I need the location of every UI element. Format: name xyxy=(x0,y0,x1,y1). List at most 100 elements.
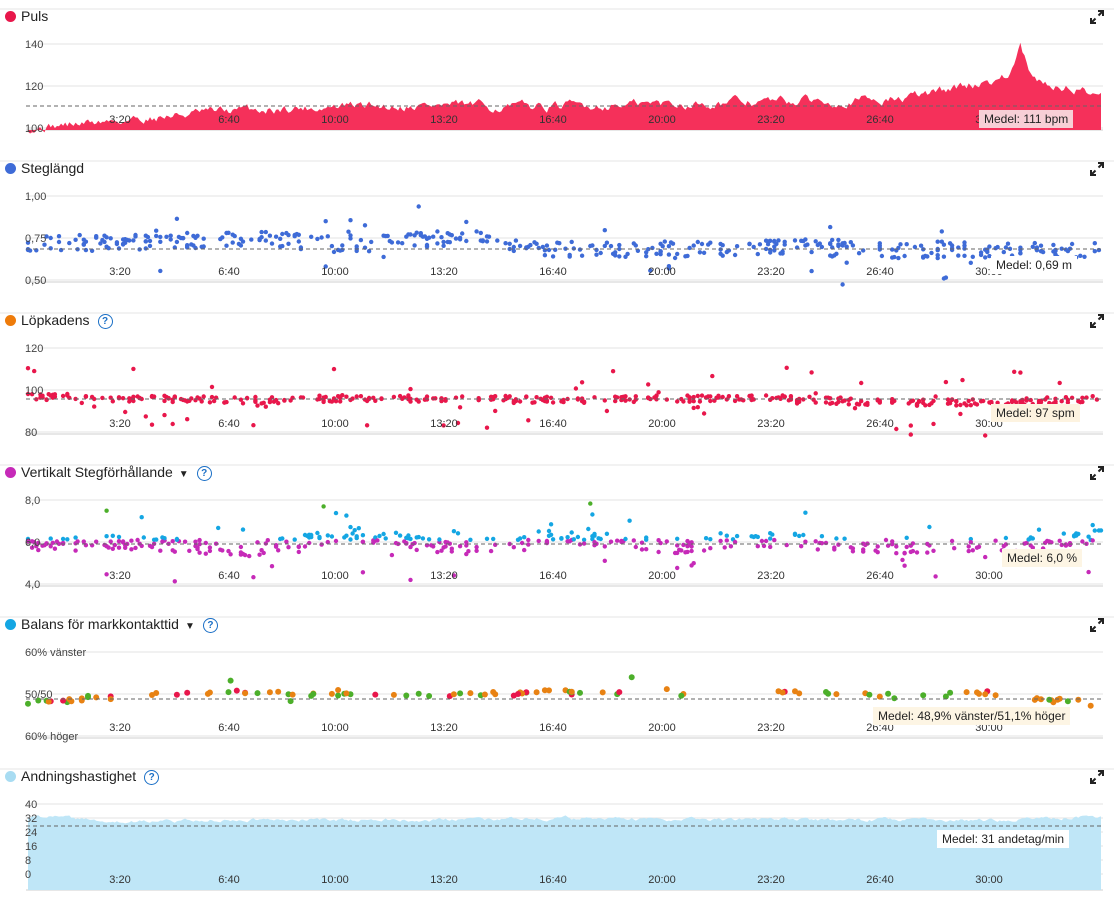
expand-button[interactable] xyxy=(1090,770,1104,784)
data-point xyxy=(1090,394,1095,399)
data-point xyxy=(468,537,473,542)
help-icon[interactable]: ? xyxy=(202,618,218,633)
expand-button[interactable] xyxy=(1090,162,1104,176)
data-point xyxy=(289,691,296,698)
data-point xyxy=(577,689,583,696)
data-point xyxy=(238,544,244,550)
dropdown-caret-icon[interactable]: ▼ xyxy=(184,621,195,632)
data-point xyxy=(325,539,330,545)
data-point xyxy=(280,243,285,249)
data-point xyxy=(844,260,849,265)
chart-title[interactable]: Balans för markkontakttid ▼? xyxy=(21,616,218,633)
data-point xyxy=(1031,696,1038,703)
data-point xyxy=(354,534,359,539)
data-point xyxy=(699,393,705,398)
chart-plot-area[interactable]: 60% vänster 50/50 60% höger 3:20 6:40 10:00 13… xyxy=(0,616,1114,768)
chart-plot-area[interactable]: 1,00 0,75 0,50 3:20 6:40 10:00 13:20 16:40 20:00… xyxy=(0,160,1114,312)
expand-button[interactable] xyxy=(1090,466,1104,480)
chart-panel-andning: Andningshastighet? 40 32 24 16 8 0 3:20 6:40 10:0… xyxy=(0,768,1114,920)
data-point xyxy=(813,539,818,544)
data-point xyxy=(608,243,614,249)
data-point xyxy=(844,244,849,249)
data-point xyxy=(985,247,990,252)
help-icon[interactable]: ? xyxy=(196,466,212,481)
data-point xyxy=(296,549,301,555)
chart-header: Vertikalt Stegförhållande ▼? xyxy=(0,464,1114,484)
data-point xyxy=(933,574,938,579)
data-point xyxy=(803,510,808,515)
data-point xyxy=(633,394,638,399)
help-icon[interactable]: ? xyxy=(97,314,113,329)
chart-title[interactable]: Vertikalt Stegförhållande ▼? xyxy=(21,464,212,481)
data-point xyxy=(974,402,980,407)
data-point xyxy=(863,402,868,407)
data-point xyxy=(718,531,723,536)
data-point xyxy=(1082,254,1087,259)
data-point xyxy=(304,533,310,538)
data-point xyxy=(850,243,856,248)
data-point xyxy=(983,554,988,560)
data-point xyxy=(185,230,190,236)
expand-button[interactable] xyxy=(1090,618,1104,632)
data-point xyxy=(143,414,148,419)
data-point xyxy=(885,690,892,697)
data-point xyxy=(406,533,411,538)
data-point xyxy=(778,251,783,256)
data-point xyxy=(491,536,496,542)
data-point xyxy=(441,239,446,245)
data-point xyxy=(952,546,957,551)
data-point xyxy=(599,689,606,696)
data-point xyxy=(450,691,457,698)
data-point xyxy=(588,243,593,249)
data-point xyxy=(259,229,264,235)
data-point xyxy=(286,241,291,246)
x-tick-label: 23:20 xyxy=(757,874,785,886)
data-point xyxy=(579,253,585,258)
x-tick-label: 13:20 xyxy=(430,418,458,430)
data-point xyxy=(209,394,215,400)
data-point xyxy=(352,528,357,533)
data-point xyxy=(662,239,667,244)
expand-icon xyxy=(1090,10,1104,24)
data-point xyxy=(195,233,200,238)
data-point xyxy=(166,395,171,401)
data-point xyxy=(1086,569,1091,575)
data-point xyxy=(129,538,134,543)
data-point xyxy=(1012,398,1017,404)
data-point xyxy=(654,251,659,256)
y-tick-label: 0 xyxy=(25,869,31,881)
data-point xyxy=(890,247,895,252)
chart-title-text: Löpkadens xyxy=(21,312,90,328)
data-point xyxy=(44,397,49,402)
data-point xyxy=(960,377,965,383)
data-point xyxy=(1063,543,1069,548)
expand-button[interactable] xyxy=(1090,314,1104,328)
data-point xyxy=(503,241,508,246)
data-point xyxy=(945,401,951,406)
help-icon[interactable]: ? xyxy=(144,770,160,785)
chart-plot-area[interactable]: 120 100 80 3:20 6:40 10:00 13:20 16:40 20:00 23:2… xyxy=(0,312,1114,464)
data-point xyxy=(244,396,250,401)
data-point xyxy=(296,544,301,549)
chart-plot-area[interactable]: 40 32 24 16 8 0 3:20 6:40 10:00 13:20 16:40 20:00 23… xyxy=(0,768,1114,920)
data-point xyxy=(590,536,595,542)
data-point xyxy=(173,691,180,698)
dropdown-caret-icon[interactable]: ▼ xyxy=(178,469,189,480)
chart-plot-area[interactable]: 8,0 6,0 4,0 3:20 6:40 10:00 13:20 16:40 20:00 23:… xyxy=(0,464,1114,616)
data-point xyxy=(391,394,397,400)
data-point xyxy=(836,237,841,243)
expand-button[interactable] xyxy=(1090,10,1104,24)
data-point xyxy=(218,547,223,552)
data-point xyxy=(921,397,926,402)
data-point xyxy=(1080,539,1085,544)
data-point xyxy=(154,233,159,239)
data-point xyxy=(517,536,523,541)
data-point xyxy=(48,246,53,251)
data-point xyxy=(1003,542,1009,547)
data-point xyxy=(137,395,142,401)
data-point xyxy=(892,254,897,260)
data-point xyxy=(848,240,853,245)
chart-plot-area[interactable]: 140 120 100 3:20 6:40 10:00 13:20 16:40 20:00 23:… xyxy=(0,8,1114,160)
data-point xyxy=(918,243,924,248)
data-point xyxy=(633,544,638,550)
